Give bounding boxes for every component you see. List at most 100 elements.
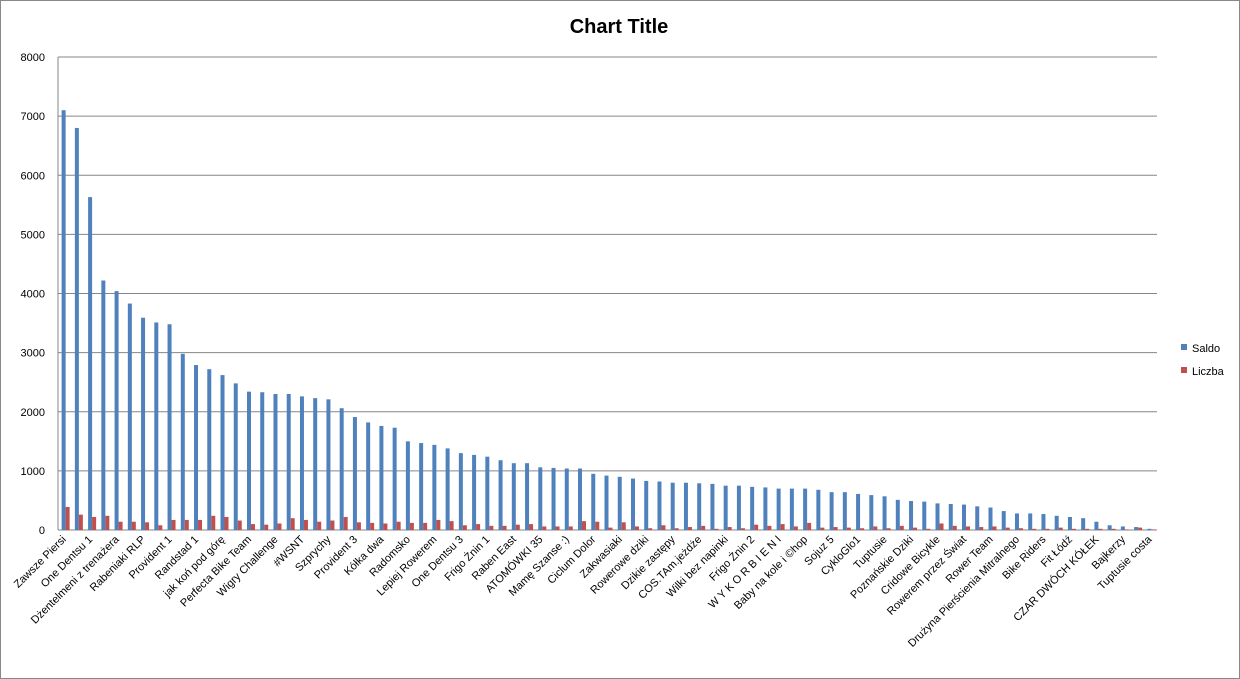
bar [370,522,375,530]
bar [750,486,755,530]
bar [180,353,185,530]
bar [264,524,269,530]
bar [1045,528,1050,530]
bar [793,526,798,530]
bar [710,483,715,530]
y-tick-label: 7000 [21,111,45,123]
bar [326,399,331,530]
bar [909,501,914,530]
bar [250,524,255,530]
bar [317,521,322,530]
bar [648,528,653,530]
bar [105,515,110,530]
bar [127,303,132,530]
bar [65,506,70,530]
bar [233,383,238,530]
bar [277,523,282,530]
bar [697,483,702,530]
bar [303,519,308,530]
bar [542,526,547,530]
bar [763,487,768,530]
bar [886,528,891,530]
bar [207,369,212,530]
bar [913,527,918,530]
bar [714,528,719,530]
bar [511,463,516,530]
bar [489,525,494,530]
bar [1138,527,1143,530]
bar [1041,514,1046,530]
bar [61,110,66,531]
bar [634,526,639,530]
bar [101,280,106,530]
bar [419,443,424,530]
chart-title: Chart Title [570,16,669,38]
bar [776,488,781,530]
bar [1067,516,1072,530]
bar [608,527,613,530]
bar [922,501,927,530]
bar [617,476,622,530]
bar [405,441,410,530]
bar [882,496,887,530]
bar [502,525,507,530]
bar [392,427,397,530]
bar [366,422,371,530]
bar [1085,528,1090,530]
bar [1120,526,1125,530]
bar [78,514,83,530]
bar [88,197,93,530]
bar [131,521,136,530]
bar [286,394,291,530]
bar [789,488,794,530]
y-tick-label: 3000 [21,348,45,360]
bar [171,519,176,530]
bar [141,317,146,530]
bar [582,521,587,530]
y-tick-label: 5000 [21,229,45,241]
bar [683,482,688,530]
bar [237,520,242,530]
bar [1124,529,1129,530]
bar [604,475,609,530]
bar [555,526,560,530]
legend-label: Saldo [1192,343,1220,355]
bar [184,519,189,530]
bar [462,525,467,530]
bar [220,375,225,530]
bar [1014,513,1019,530]
bar [873,526,878,530]
bar [92,516,97,530]
bar [962,504,967,530]
bar [1032,528,1037,530]
bar [472,454,477,530]
bar [674,528,679,530]
bar [1018,528,1023,530]
bar [432,444,437,530]
bar [224,516,229,530]
bar [498,460,503,530]
bar [979,527,984,530]
bar [299,396,304,530]
bar [1111,528,1116,530]
bar [780,524,785,530]
bar [485,456,490,530]
bar [992,526,997,530]
bar [630,478,635,530]
bar [167,324,172,530]
bar [154,322,159,530]
legend-swatch [1181,367,1187,373]
bar [445,448,450,530]
bar [273,394,278,530]
bar [723,485,728,530]
bar [568,526,573,530]
bar [687,527,692,530]
bar [114,291,119,530]
bar [803,488,808,530]
legend-swatch [1181,344,1187,350]
bar [1134,527,1139,530]
bar [194,365,199,530]
bar [343,516,348,530]
bar [939,523,944,530]
